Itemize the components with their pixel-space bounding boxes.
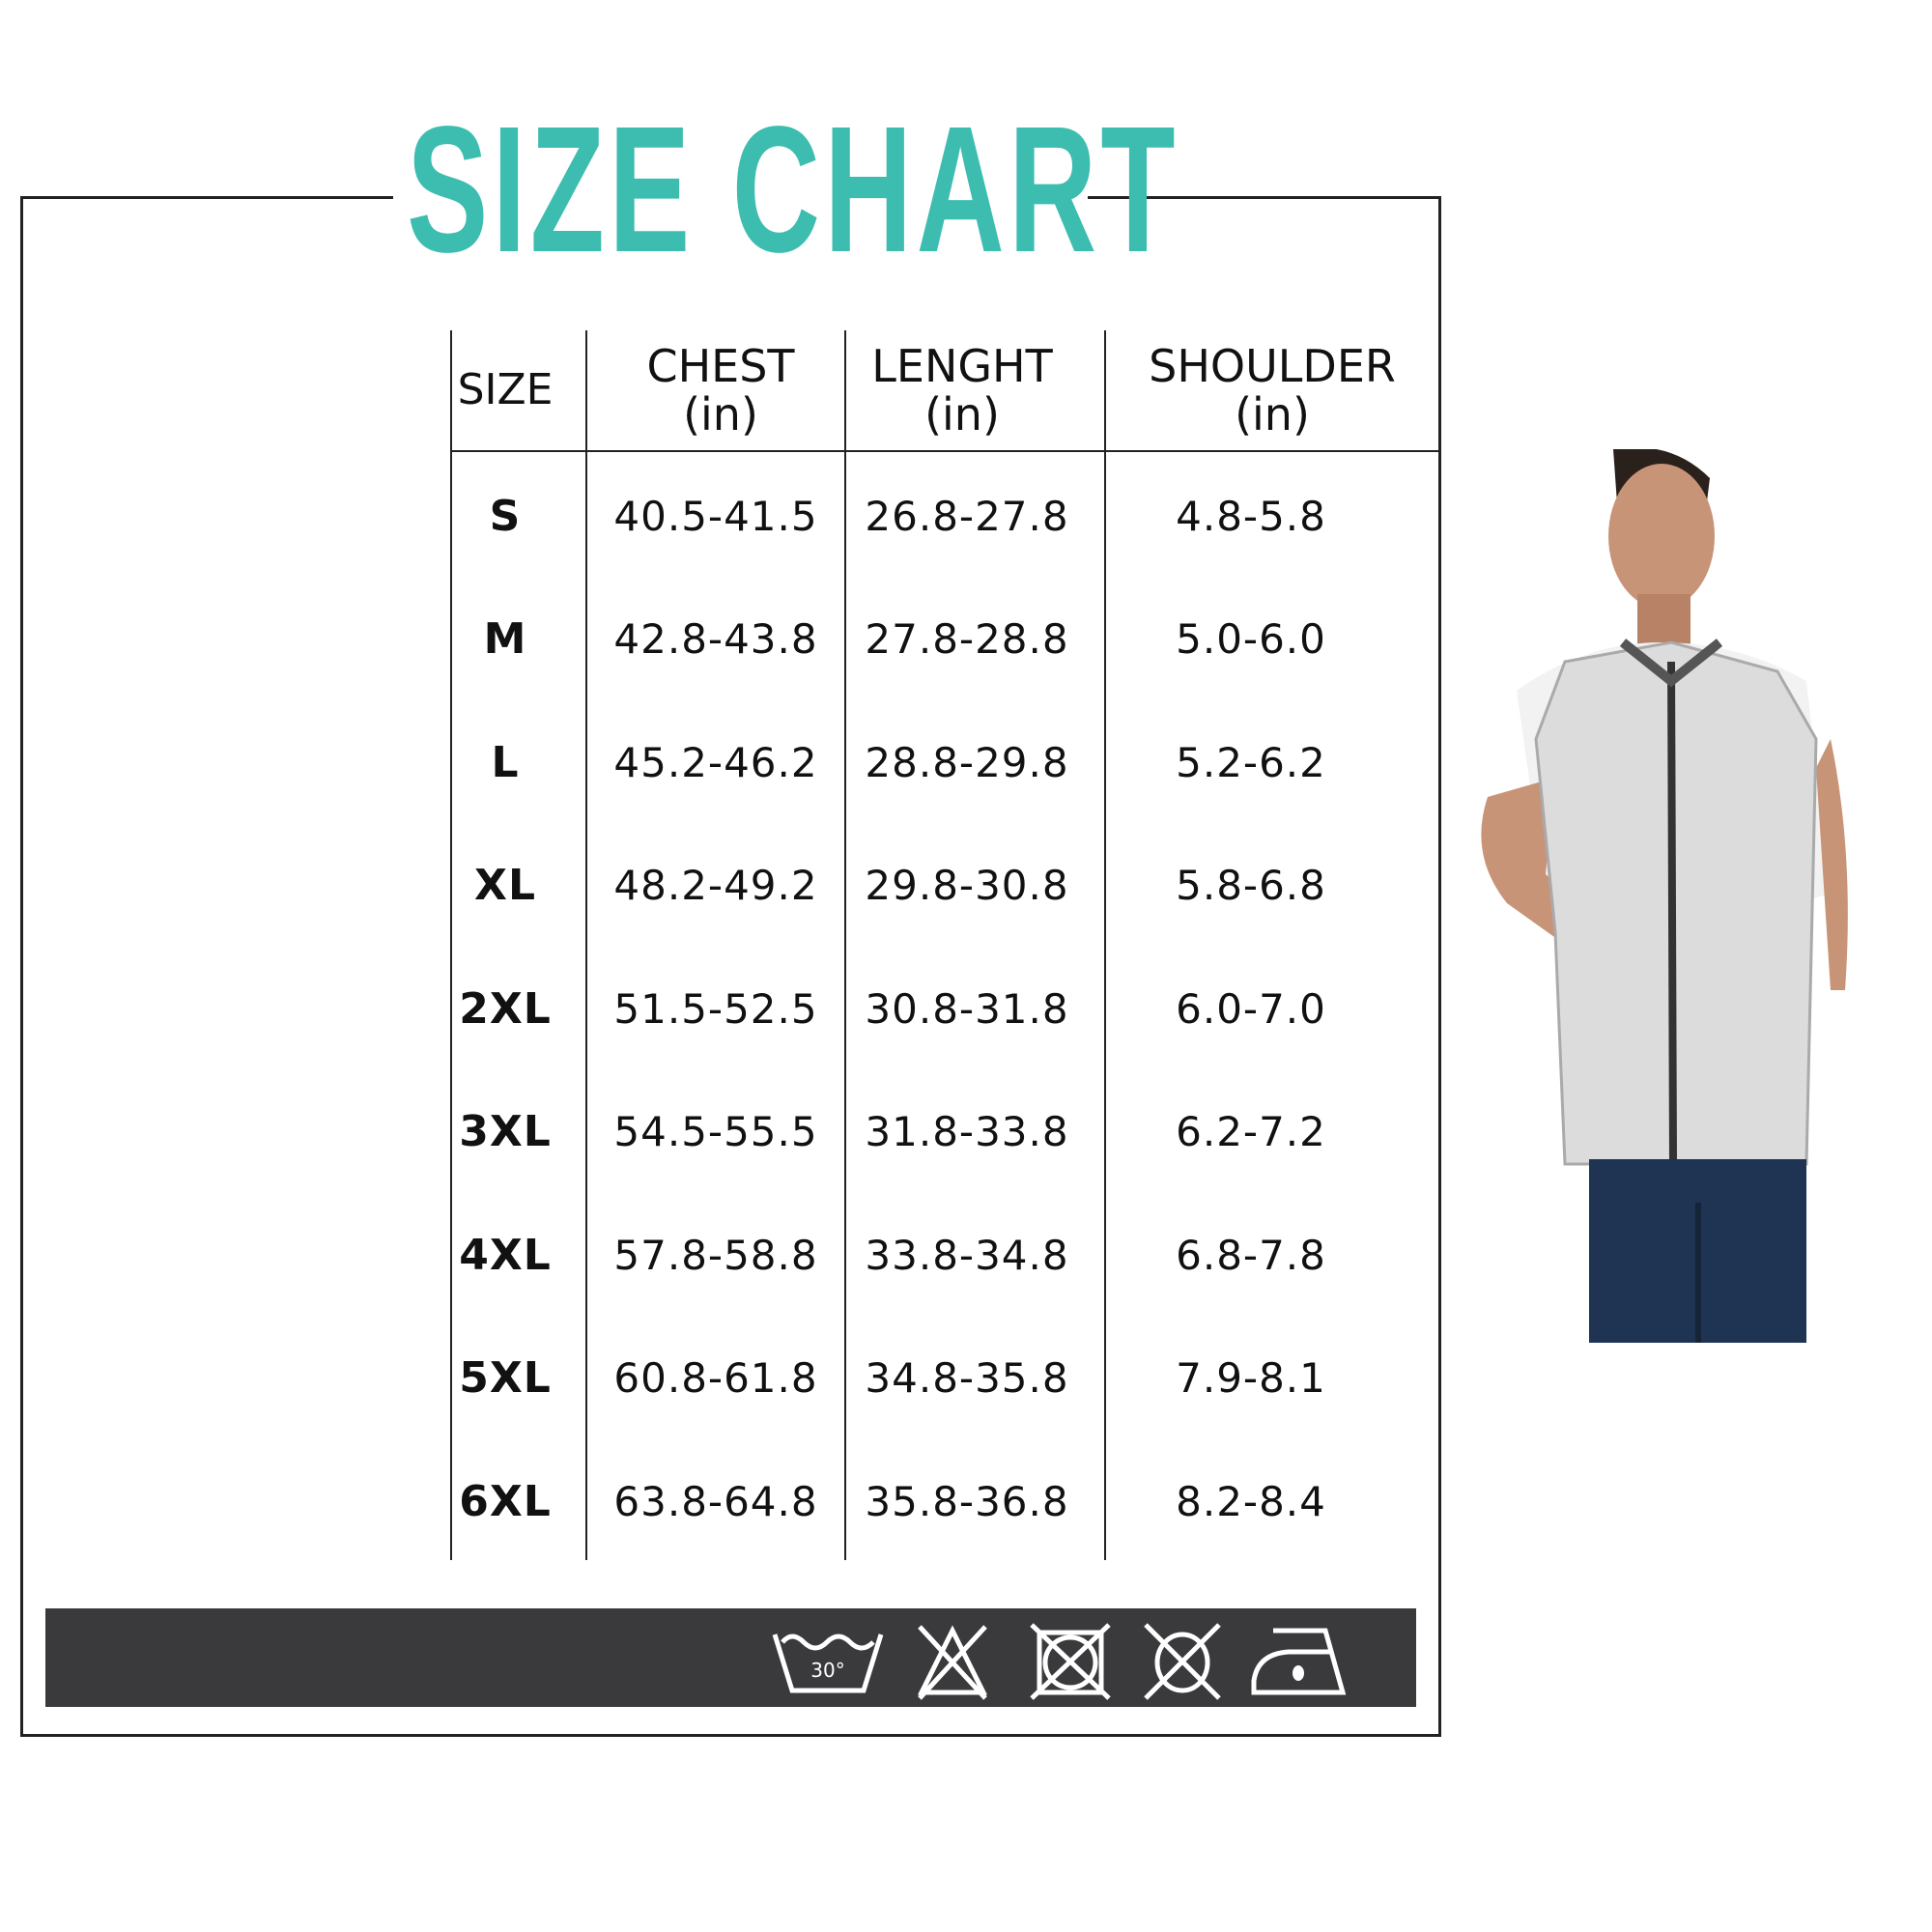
length-cell: 34.8-35.8: [865, 1354, 1069, 1402]
table-divider: [450, 330, 452, 1560]
frame-top-right: [1088, 196, 1441, 199]
frame-left: [20, 196, 23, 1737]
header-unit: (in): [924, 388, 1000, 440]
table-divider: [585, 330, 587, 1560]
header-size: SIZE: [452, 330, 558, 450]
length-cell: 26.8-27.8: [865, 492, 1069, 540]
size-cell: L: [491, 737, 520, 787]
shoulder-cell: 4.8-5.8: [1176, 492, 1326, 540]
length-cell: 35.8-36.8: [865, 1477, 1069, 1525]
page-title: SIZE CHART: [407, 90, 1179, 290]
size-cell: 6XL: [459, 1476, 552, 1526]
chest-cell: 54.5-55.5: [613, 1108, 818, 1155]
shoulder-cell: 5.2-6.2: [1176, 738, 1326, 786]
length-cell: 29.8-30.8: [865, 862, 1069, 909]
size-cell: S: [489, 491, 522, 541]
chest-cell: 45.2-46.2: [613, 738, 818, 786]
wash-30-icon: 30°: [772, 1634, 884, 1693]
length-cell: 28.8-29.8: [865, 738, 1069, 786]
shoulder-cell: 8.2-8.4: [1176, 1477, 1326, 1525]
size-cell: M: [483, 614, 527, 664]
header-shoulder: SHOULDER (in): [1106, 330, 1438, 450]
chest-cell: 57.8-58.8: [613, 1231, 818, 1279]
header-unit: (in): [1235, 388, 1310, 440]
shoulder-cell: 6.2-7.2: [1176, 1108, 1326, 1155]
header-unit: (in): [683, 388, 758, 440]
header-label: SIZE: [457, 365, 554, 414]
size-cell: XL: [474, 861, 536, 910]
table-divider: [1104, 330, 1106, 1560]
frame-top-left: [21, 196, 393, 199]
shoulder-cell: 6.8-7.8: [1176, 1231, 1326, 1279]
size-cell: 4XL: [459, 1230, 552, 1280]
chest-cell: 60.8-61.8: [613, 1354, 818, 1402]
chest-cell: 51.5-52.5: [613, 984, 818, 1033]
shoulder-cell: 6.0-7.0: [1176, 984, 1326, 1033]
length-cell: 30.8-31.8: [865, 984, 1069, 1033]
do-not-tumble-dry-icon: [1030, 1623, 1111, 1700]
size-cell: 5XL: [459, 1353, 552, 1403]
shoulder-cell: 7.9-8.1: [1176, 1354, 1326, 1402]
do-not-dry-clean-icon: [1144, 1623, 1221, 1700]
length-cell: 33.8-34.8: [865, 1231, 1069, 1279]
size-cell: 3XL: [459, 1107, 552, 1156]
header-chest: CHEST (in): [587, 330, 854, 450]
frame-bottom: [20, 1734, 1441, 1737]
iron-low-heat-icon: [1251, 1628, 1347, 1695]
header-label: SHOULDER: [1149, 340, 1396, 392]
chest-cell: 40.5-41.5: [613, 492, 818, 540]
chest-cell: 48.2-49.2: [613, 862, 818, 909]
header-length: LENGHT (in): [846, 330, 1078, 450]
model-wearing-vest-image: [1481, 449, 1848, 1343]
shoulder-cell: 5.0-6.0: [1176, 615, 1326, 663]
header-label: CHEST: [646, 340, 795, 392]
length-cell: 31.8-33.8: [865, 1108, 1069, 1155]
do-not-bleach-icon: [917, 1625, 988, 1700]
size-cell: 2XL: [459, 983, 552, 1034]
header-label: LENGHT: [871, 340, 1053, 392]
chest-cell: 63.8-64.8: [613, 1477, 818, 1525]
svg-text:30°: 30°: [810, 1659, 844, 1682]
table-divider: [1438, 450, 1440, 1560]
length-cell: 27.8-28.8: [865, 615, 1069, 663]
table-divider: [844, 330, 846, 1560]
chest-cell: 42.8-43.8: [613, 615, 818, 663]
shoulder-cell: 5.8-6.8: [1176, 862, 1326, 909]
header-divider: [451, 450, 1440, 452]
